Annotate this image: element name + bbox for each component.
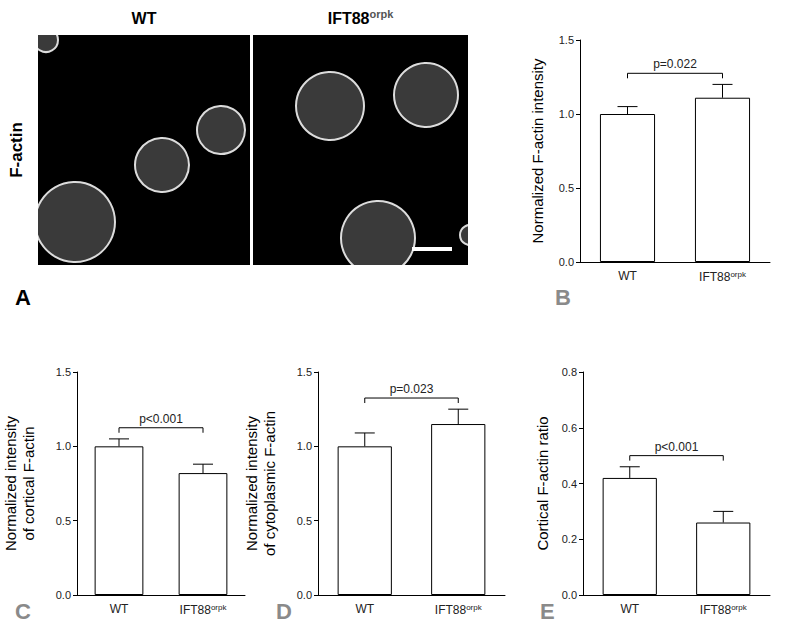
- svg-text:0.5: 0.5: [56, 515, 71, 527]
- svg-text:1.0: 1.0: [297, 440, 312, 452]
- svg-text:orpk: orpk: [466, 603, 483, 612]
- svg-text:WT: WT: [620, 602, 639, 616]
- svg-text:A: A: [15, 285, 31, 310]
- svg-text:of cortical F-actin: of cortical F-actin: [20, 426, 37, 540]
- svg-text:p=0.022: p=0.022: [653, 57, 697, 71]
- svg-text:0.5: 0.5: [297, 515, 312, 527]
- svg-text:Normalized intensity: Normalized intensity: [243, 415, 260, 551]
- svg-text:Cortical F-actin ratio: Cortical F-actin ratio: [534, 416, 551, 550]
- svg-text:0.8: 0.8: [562, 366, 577, 378]
- svg-text:0.0: 0.0: [559, 256, 574, 268]
- svg-text:0.0: 0.0: [297, 589, 312, 601]
- svg-text:orpk: orpk: [211, 603, 228, 612]
- svg-text:D: D: [276, 599, 292, 624]
- svg-text:WT: WT: [110, 602, 129, 616]
- svg-text:0.5: 0.5: [559, 182, 574, 194]
- svg-text:1.0: 1.0: [56, 440, 71, 452]
- svg-text:orpk: orpk: [369, 8, 394, 20]
- svg-text:orpk: orpk: [730, 270, 747, 279]
- svg-text:IFT88: IFT88: [180, 603, 212, 617]
- svg-text:F-actin: F-actin: [7, 122, 26, 178]
- svg-text:0.2: 0.2: [562, 533, 577, 545]
- svg-text:IFT88: IFT88: [699, 270, 731, 284]
- svg-text:p<0.001: p<0.001: [655, 440, 699, 454]
- svg-text:IFT88: IFT88: [435, 603, 467, 617]
- svg-text:0.4: 0.4: [562, 478, 577, 490]
- svg-text:1.5: 1.5: [297, 366, 312, 378]
- svg-text:B: B: [555, 285, 571, 310]
- svg-text:Normalized F-actin intensity: Normalized F-actin intensity: [529, 58, 546, 244]
- svg-text:IFT88: IFT88: [700, 603, 732, 617]
- svg-text:p<0.001: p<0.001: [139, 412, 183, 426]
- svg-text:0.0: 0.0: [56, 589, 71, 601]
- svg-text:1.0: 1.0: [559, 108, 574, 120]
- svg-text:WT: WT: [132, 10, 157, 27]
- svg-text:WT: WT: [355, 602, 374, 616]
- svg-text:of cytoplasmic F-actin: of cytoplasmic F-actin: [261, 411, 278, 556]
- svg-text:0.6: 0.6: [562, 422, 577, 434]
- svg-text:E: E: [540, 599, 555, 624]
- svg-text:1.5: 1.5: [56, 366, 71, 378]
- svg-text:Normalized intensity: Normalized intensity: [2, 415, 19, 551]
- svg-text:p=0.023: p=0.023: [390, 382, 434, 396]
- svg-text:IFT88: IFT88: [328, 10, 370, 27]
- svg-text:0.0: 0.0: [562, 589, 577, 601]
- svg-text:WT: WT: [618, 269, 637, 283]
- svg-text:1.5: 1.5: [559, 34, 574, 46]
- svg-text:orpk: orpk: [731, 603, 748, 612]
- svg-text:C: C: [15, 599, 31, 624]
